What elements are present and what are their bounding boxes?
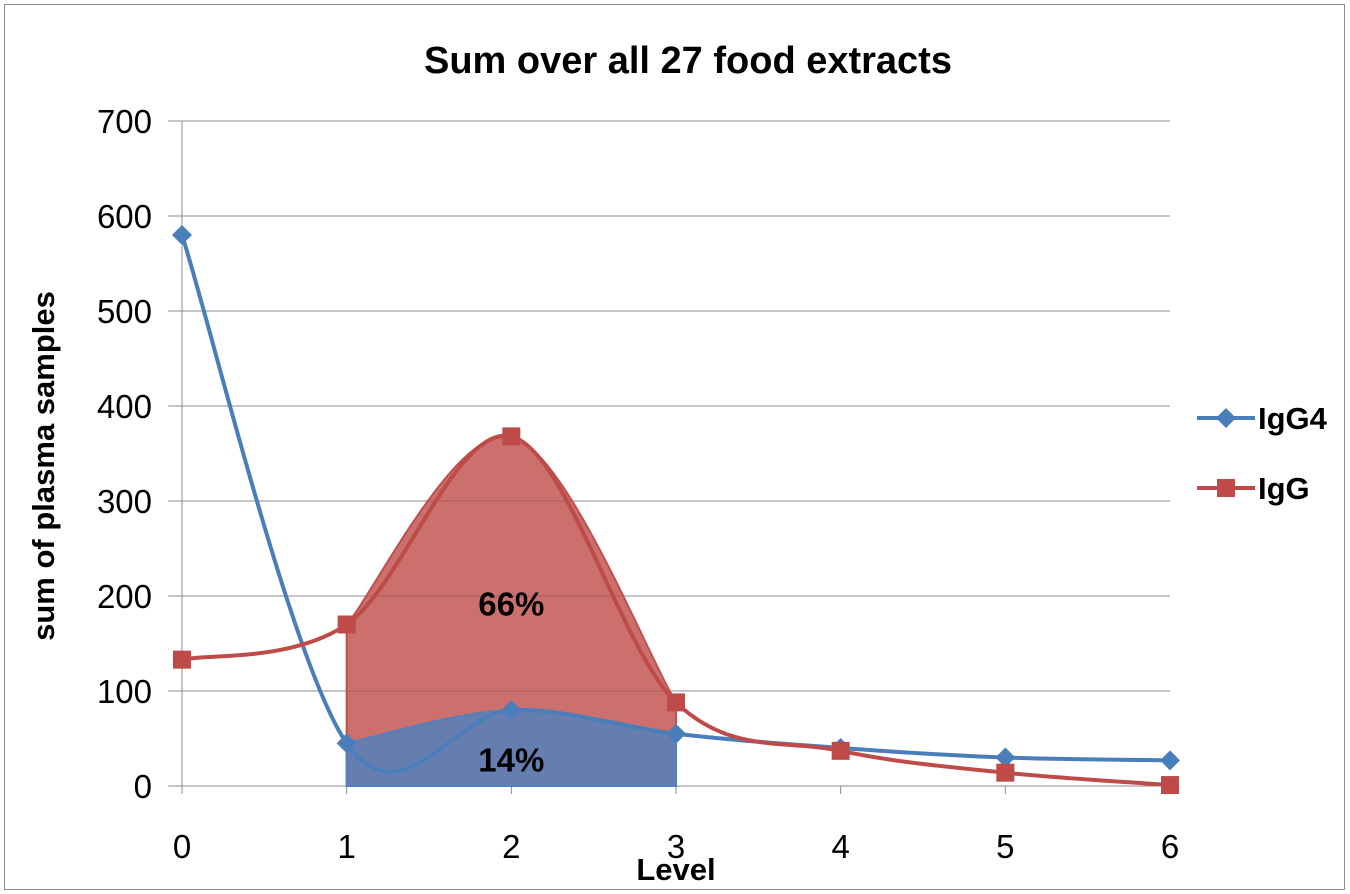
y-tick-label: 300 (97, 483, 152, 520)
legend-label-igg: IgG (1258, 471, 1310, 506)
y-tick-label: 700 (97, 103, 152, 140)
y-tick-label: 600 (97, 198, 152, 235)
x-tick-label: 5 (996, 828, 1014, 865)
marker-igg (337, 615, 356, 634)
y-tick-label: 200 (97, 578, 152, 615)
y-tick-label: 400 (97, 388, 152, 425)
chart-title: Sum over all 27 food extracts (424, 40, 952, 82)
x-tick-label: 1 (337, 828, 355, 865)
x-tick-label: 0 (173, 828, 191, 865)
y-axis-title: sum of plasma samples (26, 291, 61, 641)
marker-igg (502, 427, 521, 446)
y-tick-label: 0 (134, 768, 152, 805)
series-line-igg4 (180, 234, 1171, 774)
marker-igg (831, 741, 850, 760)
legend-label-igg4: IgG4 (1258, 401, 1328, 436)
legend-marker-igg (1217, 479, 1235, 497)
x-tick-label: 3 (667, 828, 685, 865)
marker-igg4 (995, 747, 1016, 768)
region-label-igg: 66% (478, 586, 544, 623)
annotations: 66% 14% (478, 586, 544, 779)
x-tick-label: 6 (1161, 828, 1179, 865)
series-markers (172, 225, 1180, 795)
marker-igg (996, 763, 1015, 782)
marker-igg (667, 693, 685, 712)
shaded-regions (345, 434, 677, 787)
y-tick-label: 500 (97, 293, 152, 330)
x-tick-label: 4 (831, 828, 849, 865)
marker-igg (173, 650, 191, 669)
marker-igg (1161, 776, 1179, 795)
marker-igg4 (336, 733, 357, 754)
marker-igg4 (666, 723, 686, 744)
x-tick-label: 2 (502, 828, 520, 865)
legend: IgG4 IgG (1197, 401, 1328, 506)
y-tick-label: 100 (97, 673, 152, 710)
region-label-igg4: 14% (478, 741, 544, 778)
marker-igg4 (501, 700, 522, 720)
x-axis-title: Level (636, 852, 715, 887)
legend-marker-igg4 (1216, 408, 1236, 428)
gridlines (168, 120, 1170, 692)
marker-igg4 (1160, 750, 1180, 771)
tick-labels: 0 100 200 300 400 500 600 700 0 1 2 3 4 5 6 (97, 103, 1179, 865)
marker-igg4 (172, 225, 192, 245)
